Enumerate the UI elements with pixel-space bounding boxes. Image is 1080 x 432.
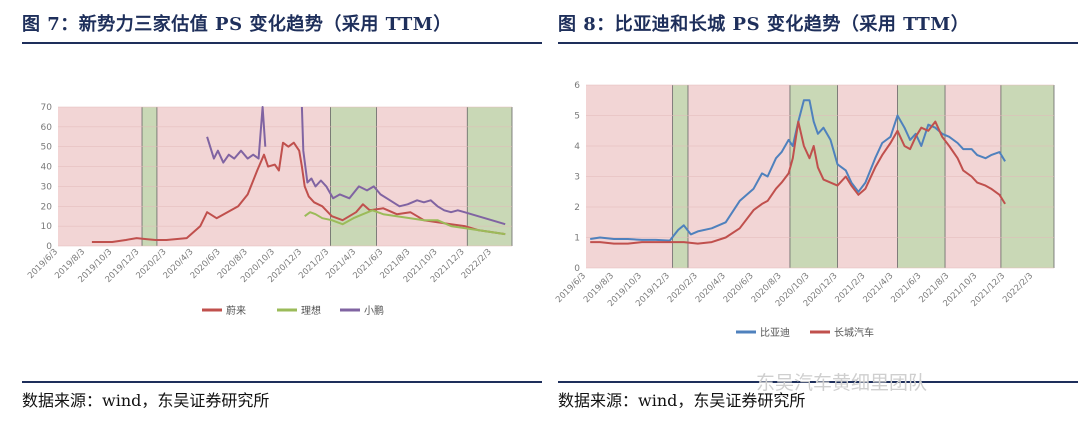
legend-label: 蔚来: [226, 305, 246, 317]
shade-band-2: [156, 107, 331, 246]
y-tick-label: 10: [41, 222, 53, 232]
x-tick-label: 2022/2/3: [460, 247, 494, 281]
y-tick-label: 30: [41, 182, 53, 192]
figure-8-source: 数据来源：wind，东吴证券研究所: [558, 391, 806, 410]
figure-8-panel: 图 8：比亚迪和长城 PS 变化趋势（采用 TTM） 0 1 2 3 4 5 6 2019/6…: [554, 0, 1078, 432]
series-line-1: [304, 209, 506, 236]
y-tick-label: 4: [574, 142, 580, 152]
figure-8-title: 图 8：比亚迪和长城 PS 变化趋势（采用 TTM）: [558, 14, 970, 35]
watermark: 东吴汽车黄细里团队: [756, 372, 928, 394]
legend-label: 小鹏: [364, 304, 384, 317]
shade-band-4: [376, 107, 468, 246]
figure-8-chart: 01234562019/6/32019/8/32019/10/32019/12/…: [554, 81, 1055, 339]
shade-band-1: [142, 107, 157, 246]
legend-label: 比亚迪: [760, 327, 790, 339]
shade-band-5: [467, 107, 512, 246]
y-tick-label: 2: [574, 203, 580, 213]
figure-7-top-rule: [22, 42, 542, 44]
y-tick-label: 70: [41, 103, 53, 113]
figure-7-source: 数据来源：wind，东吴证券研究所: [22, 391, 270, 410]
x-tick-label: 2022/2/3: [1001, 271, 1035, 305]
y-tick-label: 5: [574, 112, 580, 122]
legend-label: 理想: [301, 304, 321, 317]
figure-7-panel: 图 7：新势力三家估值 PS 变化趋势（采用 TTM） 0 10 20 30 40 50 6…: [22, 0, 542, 432]
shade-band-3: [330, 107, 377, 246]
y-tick-label: 40: [41, 163, 53, 173]
y-tick-label: 60: [41, 123, 53, 133]
figure-7-bottom-rule: [22, 381, 542, 383]
y-tick-label: 20: [41, 202, 53, 212]
y-tick-label: 6: [574, 81, 580, 91]
y-tick-label: 3: [574, 173, 580, 183]
y-tick-label: 1: [574, 234, 580, 244]
y-tick-label: 0: [46, 242, 52, 252]
y-tick-label: 50: [41, 143, 53, 153]
shade-band-0: [58, 107, 143, 246]
series-line-2: [206, 106, 267, 164]
series-line-0: [91, 141, 506, 243]
figure-8-bottom-rule: [558, 381, 1078, 383]
y-tick-label: 0: [574, 264, 580, 274]
series-line-1: [590, 120, 1006, 245]
series-line-3: [300, 106, 506, 226]
figure-7-chart: 0102030405060702019/6/32019/8/32019/10/3…: [26, 103, 513, 317]
series-line-0: [590, 99, 1006, 242]
figure-7-title: 图 7：新势力三家估值 PS 变化趋势（采用 TTM）: [22, 14, 452, 35]
figure-8-top-rule: [558, 42, 1078, 44]
legend-label: 长城汽车: [834, 326, 874, 339]
